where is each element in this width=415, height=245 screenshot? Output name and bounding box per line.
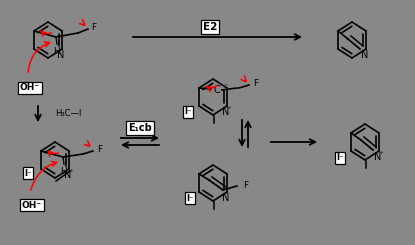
Text: N: N — [361, 50, 369, 60]
Text: OH⁻: OH⁻ — [22, 200, 42, 209]
Text: N: N — [222, 107, 230, 117]
Text: I⁻: I⁻ — [184, 108, 192, 117]
Text: H: H — [54, 47, 60, 56]
Text: I⁻: I⁻ — [336, 154, 344, 162]
Text: H: H — [61, 167, 67, 176]
Text: F: F — [243, 182, 248, 191]
Text: C: C — [214, 85, 220, 95]
Text: E₁cb: E₁cb — [128, 123, 152, 133]
Text: F: F — [253, 79, 258, 88]
Text: ⁺: ⁺ — [70, 170, 74, 176]
Text: N: N — [222, 193, 230, 203]
Text: ⁺: ⁺ — [228, 107, 232, 113]
Text: N: N — [57, 50, 65, 60]
Text: F: F — [97, 146, 102, 155]
Text: I⁻: I⁻ — [186, 194, 194, 203]
Text: ⁻: ⁻ — [223, 82, 227, 90]
Text: F: F — [91, 24, 96, 33]
Text: ⁺: ⁺ — [380, 152, 384, 158]
Text: H₃C—I: H₃C—I — [55, 110, 81, 119]
Text: N: N — [374, 152, 382, 162]
Text: N: N — [64, 170, 72, 180]
Text: I⁻: I⁻ — [24, 169, 32, 177]
Text: OH⁻: OH⁻ — [20, 84, 40, 93]
Text: E2: E2 — [203, 22, 217, 32]
